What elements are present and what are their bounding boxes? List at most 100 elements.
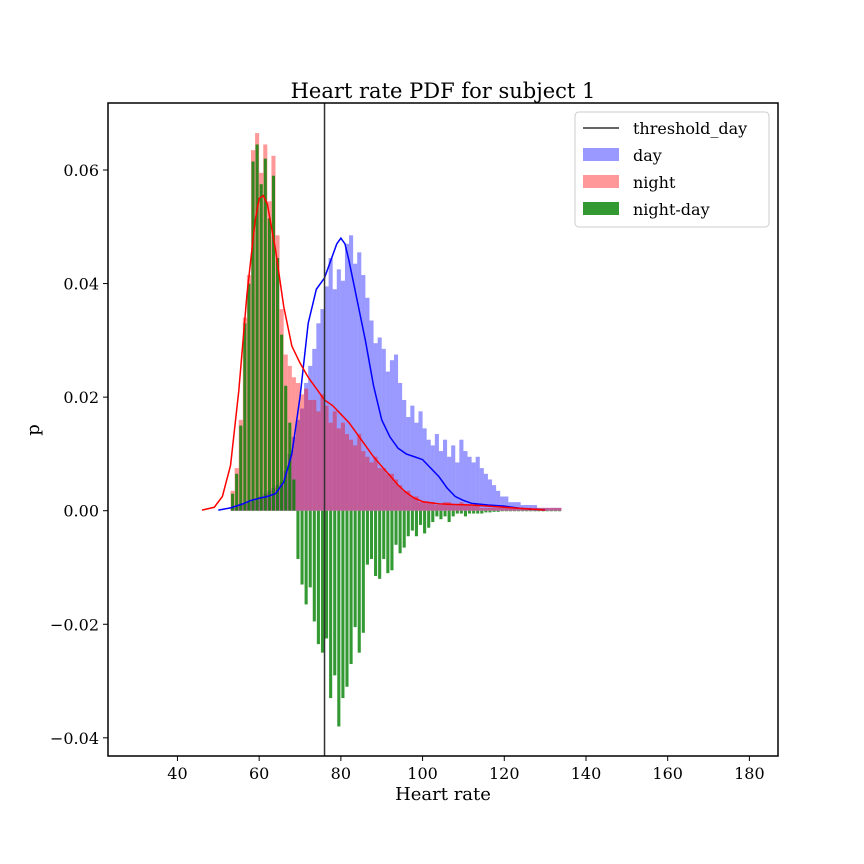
day-bar — [349, 235, 354, 511]
night-day-bar — [529, 510, 533, 512]
day-bar — [389, 360, 394, 511]
night-bar — [447, 502, 452, 511]
night-bar — [300, 394, 305, 511]
day-bar — [451, 445, 456, 511]
day-bar — [492, 485, 497, 511]
day-bar — [418, 411, 423, 511]
night-bar — [406, 490, 411, 511]
night-bar — [393, 479, 399, 511]
night-bar — [320, 394, 325, 511]
night-bar — [312, 399, 317, 511]
y-tick-label: −0.02 — [50, 615, 99, 634]
night-bar — [357, 434, 362, 511]
day-bars — [230, 235, 562, 511]
night-day-bar — [553, 510, 557, 512]
night-bar — [467, 505, 472, 511]
night-day-bar — [386, 510, 390, 574]
night-day-bar — [418, 510, 423, 525]
day-bar — [504, 496, 509, 511]
night-bar — [438, 505, 443, 511]
night-bar — [402, 490, 407, 511]
night-day-bar — [267, 218, 271, 511]
x-tick-label: 160 — [652, 764, 683, 783]
night-day-bar — [357, 510, 361, 653]
day-bar — [393, 354, 399, 511]
night-bar — [304, 388, 309, 511]
night-day-bar — [349, 510, 353, 665]
night-day-bar — [259, 184, 263, 511]
day-bar — [353, 263, 358, 511]
night-bar — [377, 468, 382, 511]
night-bar — [463, 505, 468, 511]
plot-area — [201, 103, 562, 756]
night-bar — [336, 428, 341, 511]
day-bar — [483, 473, 488, 511]
day-bar — [487, 479, 493, 511]
night-day-bar — [500, 510, 504, 512]
day-bar — [381, 348, 386, 511]
day-bar — [426, 439, 431, 511]
night-bar — [316, 411, 321, 511]
day-bar — [324, 286, 329, 511]
y-tick-label: 0.00 — [63, 502, 99, 521]
night-bar — [508, 507, 513, 511]
day-bar — [357, 252, 362, 511]
night-bar — [471, 505, 476, 511]
night-day-bar — [300, 510, 304, 585]
night-bar — [512, 507, 517, 511]
y-tick-label: 0.02 — [63, 388, 99, 407]
night-bar — [500, 507, 505, 511]
day-bar — [463, 451, 468, 511]
day-bar — [402, 399, 407, 511]
day-bar — [471, 462, 476, 511]
night-bar — [426, 502, 431, 511]
y-tick-label: −0.04 — [50, 729, 99, 748]
night-bar — [324, 405, 329, 511]
day-bar — [524, 505, 529, 511]
night-day-bar — [521, 510, 525, 512]
night-bar — [295, 382, 301, 511]
day-bar — [410, 405, 415, 511]
night-bar — [398, 485, 403, 511]
day-bar — [377, 337, 382, 511]
night-day-bar — [480, 510, 484, 514]
night-day-bar — [374, 510, 378, 576]
night-bar — [516, 507, 521, 511]
night-day-bar — [292, 479, 296, 511]
day-bar — [312, 348, 317, 511]
day-bar — [447, 456, 452, 511]
axes-frame — [107, 102, 779, 757]
night-bar — [504, 507, 509, 511]
night-day-bars — [231, 144, 561, 727]
day-bar — [291, 436, 296, 511]
night-bar — [414, 496, 419, 511]
night-day-bar — [463, 510, 468, 517]
day-bar — [365, 297, 370, 511]
legend-label-day: day — [633, 146, 662, 165]
legend-night-swatch — [583, 175, 619, 188]
night-day-bar — [365, 510, 369, 565]
night-bar — [369, 462, 374, 511]
night-bar — [418, 502, 423, 511]
day-bar — [308, 365, 313, 511]
day-bar — [438, 451, 443, 511]
night-day-bar — [239, 425, 243, 511]
night-day-bar — [541, 510, 545, 512]
legend-label-night: night — [633, 173, 676, 192]
night-day-bar — [288, 422, 292, 511]
night-day-bar — [512, 510, 517, 512]
x-axis-ticks: 40 60 80 100 120 140 160 180 — [167, 756, 765, 783]
night-day-bar — [345, 510, 349, 687]
legend-day-swatch — [583, 148, 619, 161]
day-bar — [336, 269, 341, 511]
night-bar — [332, 411, 337, 511]
y-tick-label: 0.04 — [63, 275, 99, 294]
night-day-bar — [435, 510, 439, 517]
night-day-bar — [329, 510, 333, 699]
night-bar — [349, 439, 354, 511]
day-bar — [398, 382, 403, 511]
x-axis-label: Heart rate — [395, 784, 491, 805]
night-day-bar — [255, 144, 259, 511]
night-day-bar — [369, 510, 374, 559]
day-bar — [406, 417, 411, 511]
